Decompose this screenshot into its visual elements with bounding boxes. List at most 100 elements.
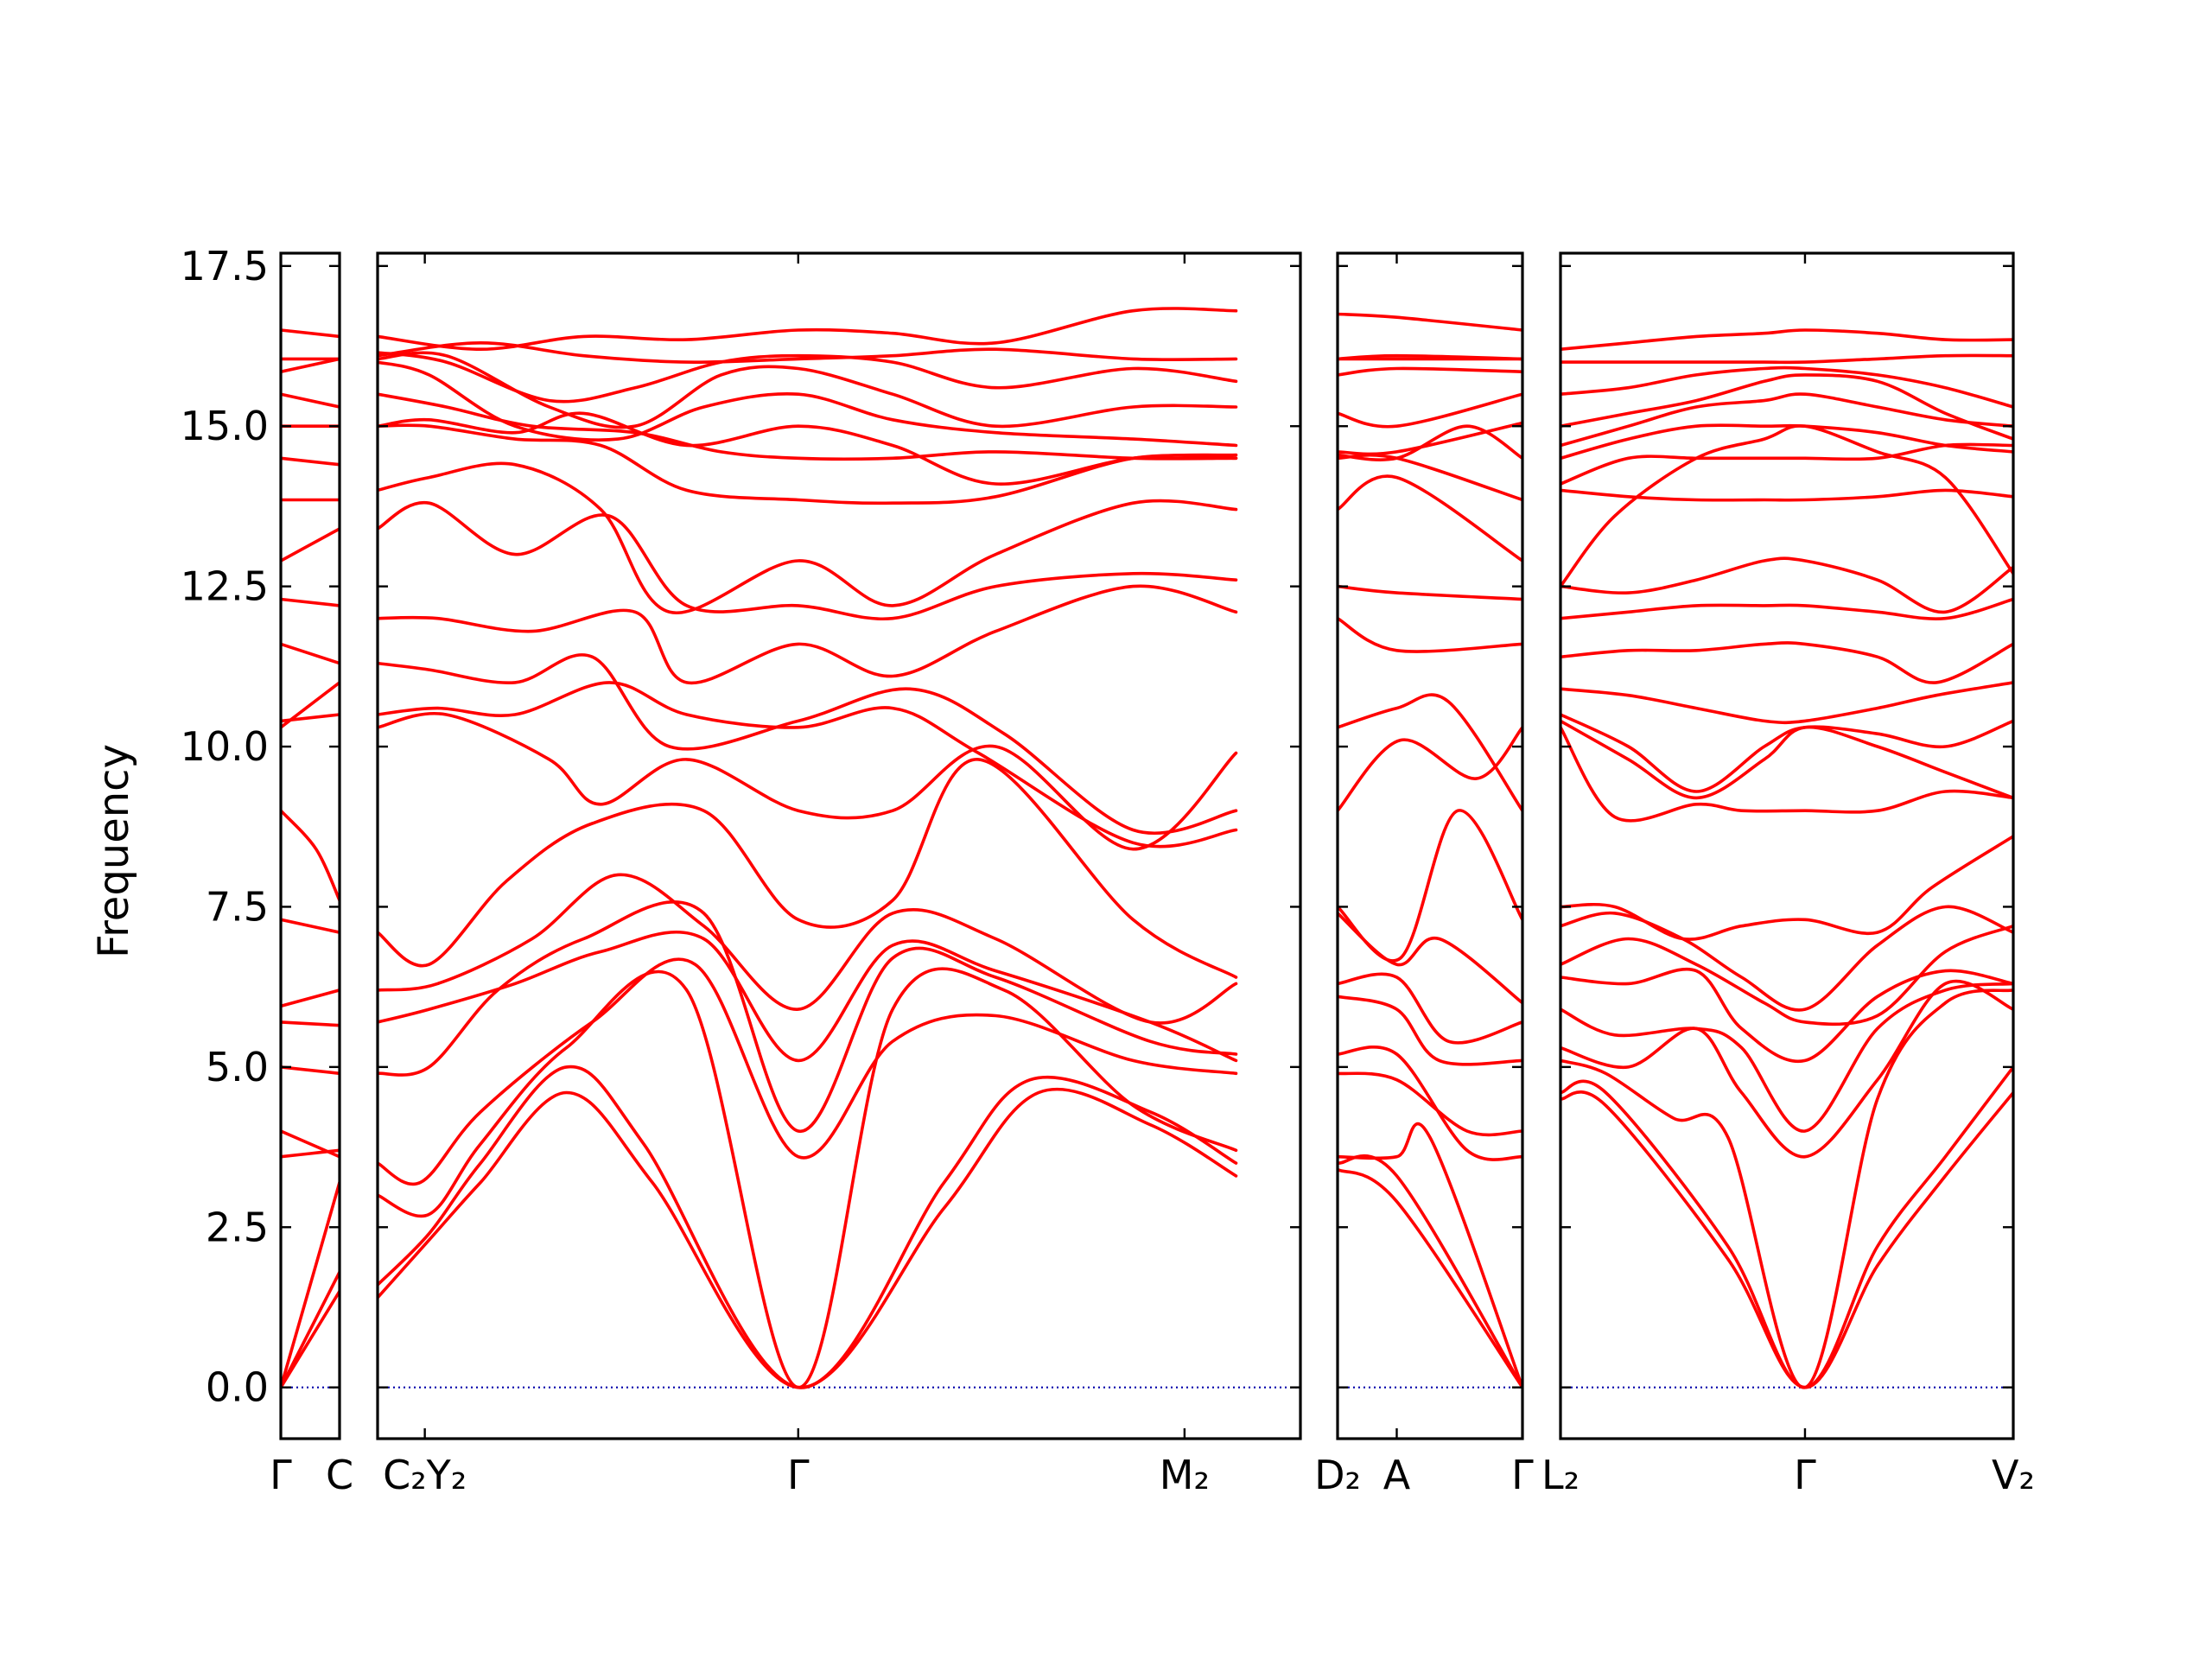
bands-layer [281,307,2013,1389]
x-tick-label: Γ [787,1452,810,1498]
phonon-band-2-10 [1338,693,1522,812]
segment-d2-gamma-frame [1336,251,1524,1440]
phonon-band-3-4 [1560,982,2013,1133]
phonon-band-3-2 [1560,988,2013,1389]
phonon-band-0-2 [281,1180,340,1389]
phonon-band-2-8 [1338,809,1522,963]
phonon-band-0-5 [281,1065,340,1076]
phonon-band-2-15 [1338,424,1522,461]
phonon-band-0-3 [281,1148,340,1159]
y-tick-label: 15.0 [181,403,269,449]
x-tick-label: A [1383,1452,1411,1498]
phonon-band-0-18 [281,392,340,409]
phonon-band-3-5 [1560,967,2013,1064]
x-tick-label: Γ [1794,1452,1816,1498]
phonon-band-3-17 [1560,488,2013,502]
phonon-band-1-15 [378,411,1238,486]
x-tick-label: D₂ [1314,1452,1361,1498]
phonon-band-0-8 [281,918,340,934]
phonon-band-1-6 [378,873,1238,1025]
phonon-band-1-17 [378,360,1238,448]
y-tick-label: 12.5 [181,563,269,610]
phonon-band-3-7 [1560,905,2013,1012]
phonon-band-1-13 [378,461,1238,615]
y-tick-label: 17.5 [181,243,269,289]
phonon-band-1-19 [378,351,1238,404]
phonon-band-1-5 [378,930,1238,1063]
phonon-band-0-1 [281,1270,340,1389]
phonon-band-3-8 [1560,835,2013,941]
phonon-band-3-14 [1560,597,2013,620]
phonon-band-2-4 [1338,1045,1522,1161]
x-tick-label: M₂ [1160,1452,1210,1498]
phonon-band-1-0 [378,1087,1238,1389]
phonon-band-2-6 [1338,972,1522,1045]
phonon-band-1-4 [378,900,1238,1133]
y-axis-title: Frequency [90,744,138,958]
frames-layer [279,251,2015,1440]
phonon-band-1-3 [378,957,1238,1186]
x-tick-label: C [326,1452,353,1498]
phonon-band-2-3 [1338,1071,1522,1137]
phonon-band-2-1 [1338,1154,1522,1389]
phonon-band-1-7 [378,758,1238,979]
segment-c2-m2-bands [378,307,1300,1389]
segment-d2-gamma-bands [1338,312,1522,1389]
phonon-band-3-10 [1560,719,2013,800]
phonon-band-1-21 [378,307,1238,351]
phonon-band-2-17 [1338,392,1522,429]
phonon-band-0-4 [281,1129,340,1159]
phonon-band-0-16 [281,456,340,467]
phonon-band-1-1 [378,1065,1238,1389]
phonon-band-3-12 [1560,681,2013,725]
phonon-band-3-24 [1560,328,2013,351]
phonon-band-2-13 [1338,474,1522,563]
phonon-band-0-11 [281,713,340,723]
x-tick-label: L₂ [1541,1452,1580,1498]
y-tick-label: 7.5 [206,883,269,930]
labels-layer: Γ C C₂Y₂ Γ M₂ D₂ A Γ L₂ Γ V₂0.02.55.07.510.012.515… [181,243,2035,1498]
segment-c2-m2-frame [376,251,1302,1440]
phonon-band-2-7 [1338,912,1522,1005]
phonon-band-1-10 [378,653,1238,836]
phonon-band-3-16 [1560,424,2013,588]
segment-gamma-c-bands [281,328,340,1389]
phonon-band-0-13 [281,597,340,607]
phonon-band-3-9 [1560,726,2013,823]
phonon-band-2-9 [1338,726,1522,812]
phonon-band-0-9 [281,809,340,902]
phonon-band-3-23 [1560,353,2013,365]
phonon-band-1-8 [378,712,1238,851]
phonon-band-2-2 [1338,1122,1522,1389]
phonon-band-3-21 [1560,373,2013,441]
phonon-band-3-15 [1560,556,2013,614]
phonon-band-1-14 [378,423,1238,505]
y-tick-label: 10.0 [181,723,269,770]
phonon-band-0-12 [281,642,340,665]
phonon-band-3-13 [1560,641,2013,684]
phonon-band-0-19 [281,357,340,373]
phonon-band-1-11 [378,584,1238,685]
segment-l2-v2-frame [1559,251,2015,1440]
phonon-band-2-5 [1338,995,1522,1066]
phonon-band-2-16 [1338,421,1522,456]
phonon-band-2-12 [1338,584,1522,601]
phonon-band-1-2 [378,967,1238,1389]
phonon-band-2-18 [1338,366,1522,377]
phonon-band-3-0 [1560,1090,2013,1389]
phonon-band-3-22 [1560,365,2013,409]
phonon-band-3-18 [1560,442,2013,486]
x-tick-label: Γ [270,1452,292,1498]
phonon-band-3-19 [1560,423,2013,461]
phonon-band-0-7 [281,988,340,1008]
phonon-band-3-20 [1560,392,2013,448]
x-tick-label: C₂Y₂ [383,1452,467,1498]
y-tick-label: 2.5 [206,1204,269,1250]
phonon-band-1-12 [378,500,1238,621]
phonon-band-3-6 [1560,924,2013,1027]
phonon-band-2-11 [1338,616,1522,653]
phonon-band-0-6 [281,1020,340,1027]
x-tick-label: Γ [1511,1452,1534,1498]
segment-l2-v2-bands [1560,328,2013,1389]
